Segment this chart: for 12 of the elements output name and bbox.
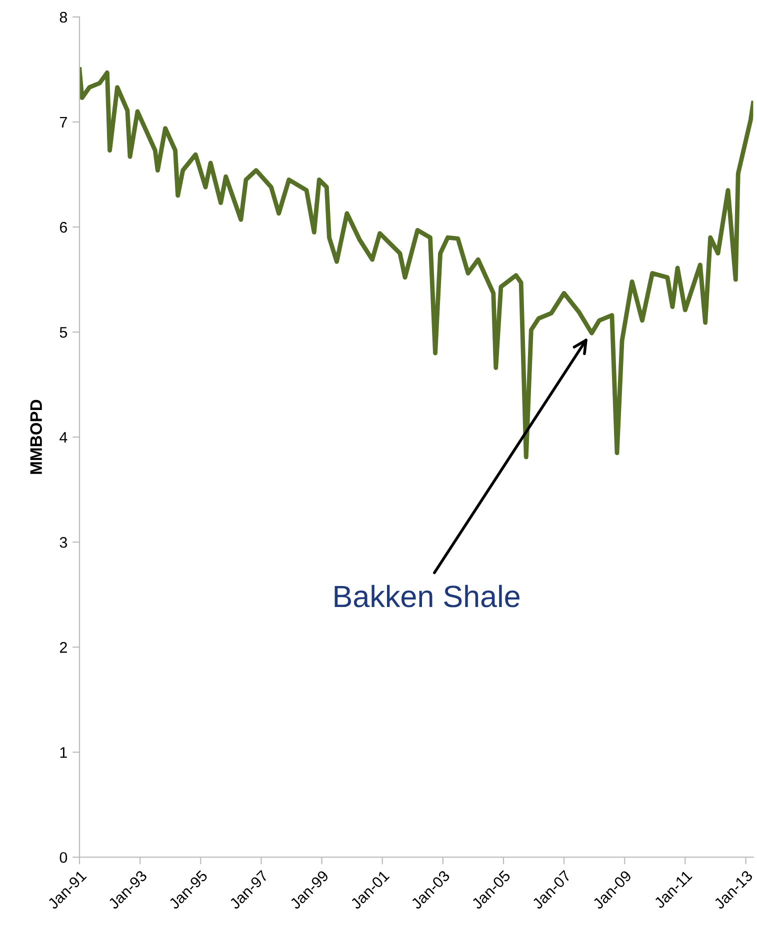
y-tick-label: 6 bbox=[60, 222, 68, 233]
y-tick-label: 4 bbox=[60, 432, 68, 443]
y-tick-label: 5 bbox=[60, 327, 68, 338]
y-tick-label: 2 bbox=[60, 642, 67, 653]
y-tick-label: 0 bbox=[60, 852, 68, 863]
y-tick-label: 1 bbox=[60, 747, 67, 758]
y-tick-label: 8 bbox=[60, 12, 68, 23]
y-tick-label: 3 bbox=[60, 536, 68, 548]
y-tick-label: 7 bbox=[60, 117, 67, 128]
y-axis-title: MMBOPD bbox=[30, 400, 42, 474]
line-series bbox=[79, 67, 754, 460]
annotation: Bakken Shale bbox=[334, 584, 520, 608]
